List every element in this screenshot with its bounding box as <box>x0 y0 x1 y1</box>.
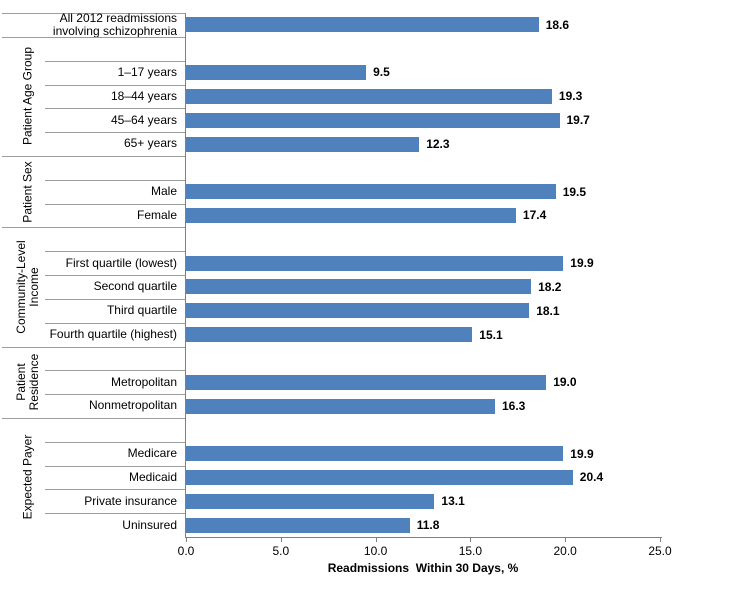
category-separator-line <box>45 275 185 276</box>
bar-value-label: 19.9 <box>570 446 594 461</box>
bar <box>186 17 539 33</box>
category-separator-line <box>45 322 185 324</box>
bar <box>186 374 547 390</box>
category-separator-line <box>45 370 185 372</box>
category-separator-line <box>45 203 185 205</box>
bar <box>186 470 573 485</box>
group-label-text: Patient Age Group <box>20 47 35 146</box>
category-label: Second quartile <box>93 279 177 294</box>
bar-value-label: 11.8 <box>416 518 440 533</box>
category-separator-line <box>45 489 185 491</box>
category-label: 65+ years <box>123 136 177 151</box>
x-axis-tick <box>470 537 472 542</box>
bar <box>186 112 560 128</box>
group-separator-line <box>2 346 185 348</box>
bar-value-label: 19.0 <box>553 375 577 390</box>
group-separator-line <box>2 227 185 229</box>
bar <box>186 184 556 200</box>
bar <box>186 517 410 533</box>
category-separator-line <box>45 108 185 110</box>
x-tick-label: 15.0 <box>458 544 483 558</box>
bar-value-label: 19.9 <box>570 256 594 271</box>
category-label: Female <box>136 207 177 222</box>
group-separator-line <box>2 36 185 38</box>
group-label-text: Patient Sex <box>20 160 35 223</box>
x-axis-tick <box>565 537 567 542</box>
bar-value-label: 15.1 <box>479 327 503 342</box>
x-axis-tick <box>375 537 377 542</box>
bar-value-label: 18.6 <box>545 17 570 32</box>
category-label: All 2012 readmissions involving schizoph… <box>52 10 177 38</box>
category-separator-line <box>45 513 185 515</box>
category-axis-line <box>185 13 186 537</box>
x-tick-label: 0.0 <box>177 544 195 558</box>
category-separator-line <box>45 441 185 443</box>
group-separator-line <box>2 417 185 419</box>
bar <box>186 303 530 319</box>
bar <box>186 208 516 223</box>
bar-value-label: 18.1 <box>536 303 560 318</box>
x-axis-tick <box>280 537 282 542</box>
category-separator-line <box>45 465 185 467</box>
bar <box>186 398 495 414</box>
category-label: Metropolitan <box>110 374 177 389</box>
bar-value-label: 12.3 <box>426 136 450 151</box>
category-label: Medicare <box>127 446 177 461</box>
bar-value-label: 19.7 <box>566 113 590 128</box>
category-separator-line <box>45 132 185 134</box>
bar-value-label: 13.1 <box>441 494 465 509</box>
category-label: First quartile (lowest) <box>65 255 177 270</box>
group-label-text: Expected Payer <box>20 435 35 520</box>
category-label: Third quartile <box>106 303 177 318</box>
bar <box>186 446 564 462</box>
bar <box>186 493 435 509</box>
bar-value-label: 20.4 <box>579 470 604 485</box>
category-separator-line <box>45 394 185 396</box>
bar <box>186 136 420 152</box>
bar-value-label: 16.3 <box>502 398 526 413</box>
category-separator-line <box>45 60 185 62</box>
bar <box>186 279 532 295</box>
category-label: 18–44 years <box>110 88 177 103</box>
bar-value-label: 17.4 <box>522 208 547 223</box>
group-separator-line <box>2 155 185 157</box>
category-separator-line <box>45 84 185 86</box>
category-label: Uninsured <box>122 517 177 532</box>
category-label: Nonmetropolitan <box>88 398 177 413</box>
x-tick-label: 10.0 <box>363 544 388 558</box>
bar-value-label: 18.2 <box>538 279 562 294</box>
x-axis-tick <box>186 537 187 542</box>
category-label: Male <box>150 184 177 199</box>
bar-value-label: 19.5 <box>562 184 587 199</box>
group-separator-line <box>2 13 185 14</box>
bar <box>186 255 564 271</box>
bar <box>186 88 552 104</box>
bar <box>186 327 473 343</box>
category-separator-line <box>45 179 185 181</box>
category-label: Medicaid <box>128 469 177 484</box>
x-axis-line <box>185 537 662 538</box>
x-axis-title: Readmissions Within 30 Days, % <box>327 561 519 575</box>
x-axis-tick <box>660 537 661 542</box>
category-label: 1–17 years <box>117 64 177 79</box>
category-label: 45–64 years <box>110 112 177 127</box>
category-separator-line <box>45 251 185 253</box>
x-tick-label: 5.0 <box>272 544 290 558</box>
category-separator-line <box>45 298 185 300</box>
bar-value-label: 9.5 <box>373 65 390 80</box>
bar-value-label: 19.3 <box>558 89 583 104</box>
category-label: Fourth quartile (highest) <box>49 327 177 342</box>
x-tick-label: 25.0 <box>648 544 672 558</box>
bar <box>186 65 367 80</box>
category-label: Private insurance <box>84 493 177 508</box>
x-tick-label: 20.0 <box>553 544 577 558</box>
